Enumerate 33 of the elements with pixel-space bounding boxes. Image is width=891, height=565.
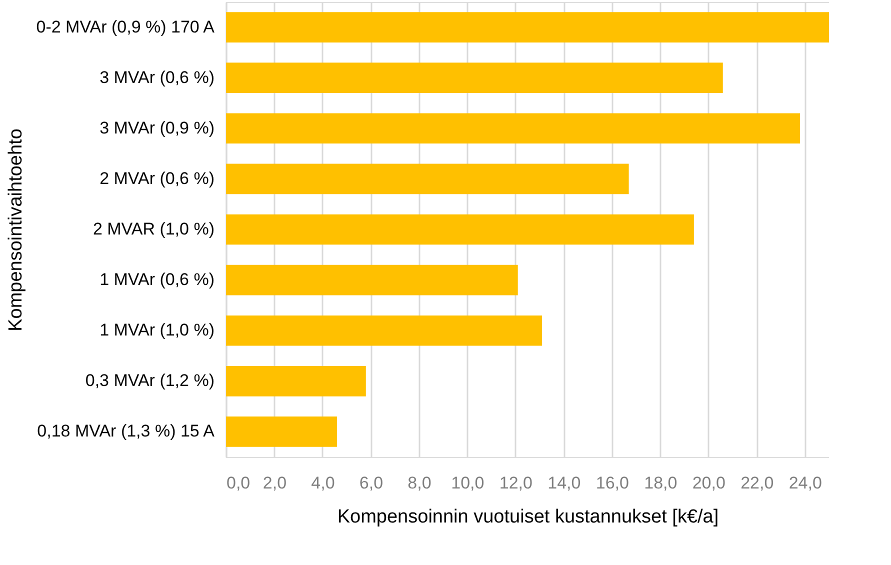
y-tick-label: 0,18 MVAr (1,3 %) 15 A <box>37 422 216 441</box>
y-tick-label: 2 MVAr (0,6 %) <box>100 168 214 188</box>
x-tick-label: 20,0 <box>692 474 726 492</box>
bar <box>226 164 629 194</box>
x-tick-label: 6,0 <box>359 474 384 492</box>
bar <box>226 264 518 296</box>
x-tick-label: 16,0 <box>596 474 629 492</box>
bar <box>226 113 800 144</box>
bar <box>226 416 337 447</box>
y-tick-label: 3 MVAr (0,6 %) <box>100 68 214 87</box>
x-tick-label: 22,0 <box>740 474 774 492</box>
bar <box>226 315 542 346</box>
bar <box>226 12 829 42</box>
x-tick-label: 8,0 <box>408 474 432 492</box>
x-tick-label: 4,0 <box>311 474 335 492</box>
y-tick-label: 1 MVAr (1,0 %) <box>100 320 214 340</box>
x-tick-label: 12,0 <box>499 474 532 492</box>
y-tick-label: 2 MVAR (1,0 %) <box>92 220 214 238</box>
x-tick-label: 2,0 <box>262 474 287 492</box>
x-tick-label: 14,0 <box>548 474 581 492</box>
bar <box>226 366 366 396</box>
y-tick-label: 1 MVAr (0,6 %) <box>100 270 214 290</box>
x-tick-label: 10,0 <box>451 474 484 492</box>
x-tick-label: 18,0 <box>644 474 678 492</box>
x-tick-label: 24,0 <box>788 474 822 492</box>
bar <box>226 62 723 93</box>
y-tick-label: 0,3 MVAr (1,2 %) <box>85 371 214 390</box>
x-axis-title: Kompensoinnin vuotuiset kustannukset [k€/a] <box>337 506 719 528</box>
y-tick-label: 0-2 MVAr (0,9 %) 170 A <box>36 17 216 36</box>
y-axis-title: Kompensointivaihtoehto <box>5 128 26 332</box>
bar <box>226 214 694 245</box>
y-tick-label: 3 MVAr (0,9 %) <box>100 118 214 138</box>
x-tick-label: 0,0 <box>226 474 250 492</box>
